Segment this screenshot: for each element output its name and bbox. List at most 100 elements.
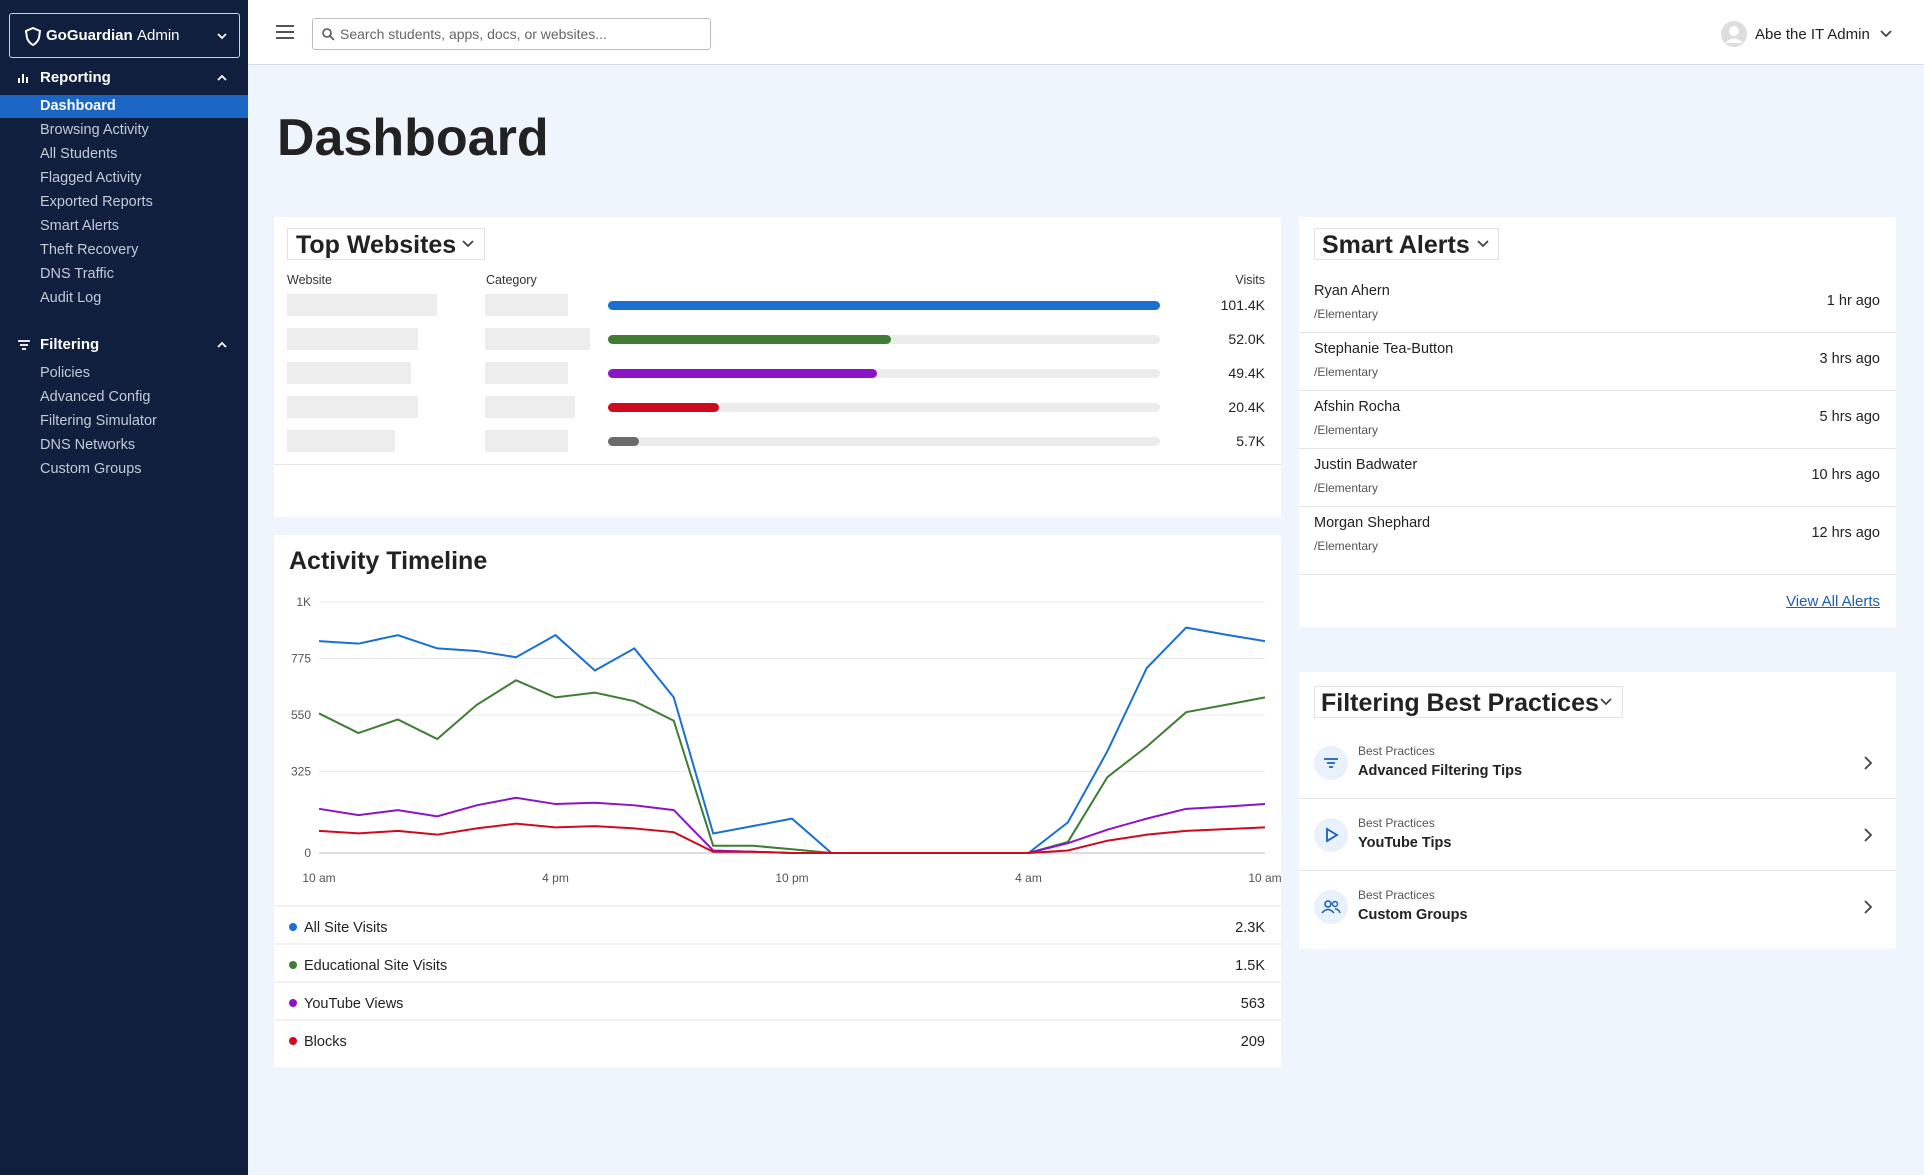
nav-item[interactable]: All Students	[0, 143, 248, 166]
alert-row[interactable]: Ryan Ahern/Elementary 1 hr ago	[1299, 275, 1896, 333]
legend-label: All Site Visits	[304, 920, 388, 936]
best-practice-row[interactable]: Best Practices Advanced Filtering Tips	[1299, 727, 1896, 799]
nav-item[interactable]: Custom Groups	[0, 458, 248, 481]
legend-dot	[289, 961, 297, 969]
icon	[1314, 890, 1348, 924]
series-line	[318, 626, 1266, 854]
nav-item[interactable]: Policies	[0, 362, 248, 385]
org-switcher[interactable]: GoGuardian Admin	[9, 13, 240, 58]
value-label: 20.4K	[1228, 399, 1265, 415]
nav-item[interactable]: Theft Recovery	[0, 239, 248, 262]
alert-name: Morgan Shephard	[1314, 515, 1431, 531]
column-header: Visits	[1235, 273, 1265, 287]
chevron	[1477, 240, 1489, 248]
alert-name: Afshin Rocha	[1314, 399, 1401, 415]
x-tick-label: 10 am	[1248, 871, 1281, 885]
alert-group: /Elementary	[1314, 307, 1379, 321]
legend-dot	[289, 923, 297, 931]
alert-row[interactable]: Justin Badwater/Elementary 10 hrs ago	[1299, 449, 1896, 507]
nav-item[interactable]: DNS Networks	[0, 434, 248, 457]
alert-group: /Elementary	[1314, 539, 1379, 553]
nav-section-title: Filtering	[40, 336, 100, 353]
chevron	[462, 240, 474, 248]
legend-label: Blocks	[304, 1034, 347, 1050]
legend-label: YouTube Views	[304, 996, 403, 1012]
bar	[608, 402, 720, 412]
top-websites-card: Top Websites Website Category Visits 101.4K…	[274, 217, 1281, 517]
alert-name: Ryan Ahern	[1314, 283, 1390, 299]
dropdown[interactable]	[1314, 686, 1623, 718]
skeleton	[485, 294, 568, 316]
alert-name: Stephanie Tea-Button	[1314, 341, 1454, 357]
dropdown[interactable]	[287, 228, 485, 260]
nav-item-label: DNS Traffic	[40, 266, 114, 282]
divider	[274, 464, 1281, 465]
chevron	[1880, 30, 1892, 38]
nav-item-label: Advanced Config	[40, 389, 151, 405]
alert-group: /Elementary	[1314, 481, 1379, 495]
legend-label: Educational Site Visits	[304, 958, 447, 974]
alert-time: 10 hrs ago	[1811, 467, 1880, 483]
best-practice-row[interactable]: Best Practices Custom Groups	[1299, 871, 1896, 943]
avatar	[1721, 21, 1747, 47]
nav-item-label: Browsing Activity	[40, 122, 149, 138]
search-box[interactable]: Search students, apps, docs, or websites…	[312, 18, 711, 50]
value-label: 5.7K	[1236, 433, 1265, 449]
skeleton	[485, 430, 568, 452]
chevron	[1600, 698, 1612, 706]
brand: GoGuardian	[46, 27, 133, 44]
skeleton	[287, 328, 418, 350]
skeleton	[485, 328, 590, 350]
nav-item[interactable]: Exported Reports	[0, 191, 248, 214]
menu-button[interactable]	[275, 24, 295, 40]
nav-item-label: Policies	[40, 365, 90, 381]
view-all-link[interactable]: View All Alerts	[1786, 593, 1880, 610]
nav-item-label: DNS Networks	[40, 437, 136, 453]
skeleton	[287, 362, 411, 384]
alert-time: 5 hrs ago	[1819, 409, 1880, 425]
skeleton	[485, 396, 575, 418]
value-label: 52.0K	[1228, 331, 1265, 347]
item-title: Custom Groups	[1358, 907, 1468, 923]
dropdown[interactable]	[1314, 228, 1499, 260]
legend-total: 209	[1241, 1034, 1265, 1050]
nav-item[interactable]: Flagged Activity	[0, 167, 248, 190]
skeleton	[287, 294, 437, 316]
alert-name: Justin Badwater	[1314, 457, 1418, 473]
nav-item[interactable]: Smart Alerts	[0, 215, 248, 238]
alert-time: 12 hrs ago	[1811, 525, 1880, 541]
nav-item[interactable]: Filtering Simulator	[0, 410, 248, 433]
search-placeholder: Search students, apps, docs, or websites…	[340, 26, 607, 42]
x-tick-label: 4 pm	[542, 871, 569, 885]
legend-total: 563	[1241, 996, 1265, 1012]
alert-row[interactable]: Morgan Shephard/Elementary 12 hrs ago	[1299, 507, 1896, 565]
nav-item-label: Dashboard	[40, 98, 116, 114]
nav-item[interactable]: DNS Traffic	[0, 263, 248, 286]
best-practices-card: Filtering Best Practices Best Practices A…	[1299, 672, 1896, 949]
nav-item-label: Filtering Simulator	[40, 413, 157, 429]
nav-section[interactable]: Reporting	[0, 66, 248, 90]
alert-time: 1 hr ago	[1826, 293, 1880, 309]
nav-item[interactable]: Advanced Config	[0, 386, 248, 409]
chevron	[1864, 900, 1873, 914]
legend-total: 2.3K	[1235, 920, 1265, 936]
user-name: Abe the IT Admin	[1755, 26, 1870, 43]
y-tick-label: 550	[291, 708, 311, 722]
bar-track	[608, 368, 1160, 378]
value-label: 101.4K	[1220, 297, 1265, 313]
alert-row[interactable]: Afshin Rocha/Elementary 5 hrs ago	[1299, 391, 1896, 449]
nav-item[interactable]: Audit Log	[0, 287, 248, 310]
line-chart: 0 325 550 775 1K 10 am 4 pm 10 pm 4 am 10 am All S…	[274, 595, 1281, 1050]
legend-dot	[289, 1037, 297, 1045]
nav-section[interactable]: Filtering	[0, 333, 248, 357]
nav-item[interactable]: Browsing Activity	[0, 119, 248, 142]
x-tick-label: 4 am	[1015, 871, 1042, 885]
user-menu[interactable]: Abe the IT Admin	[1720, 20, 1910, 48]
alert-row[interactable]: Stephanie Tea-Button/Elementary 3 hrs ago	[1299, 333, 1896, 391]
alert-group: /Elementary	[1314, 423, 1379, 437]
column-header: Category	[486, 273, 537, 287]
nav-item[interactable]: Dashboard	[0, 95, 248, 118]
brand-suffix: Admin	[137, 27, 180, 44]
best-practice-row[interactable]: Best Practices YouTube Tips	[1299, 799, 1896, 871]
